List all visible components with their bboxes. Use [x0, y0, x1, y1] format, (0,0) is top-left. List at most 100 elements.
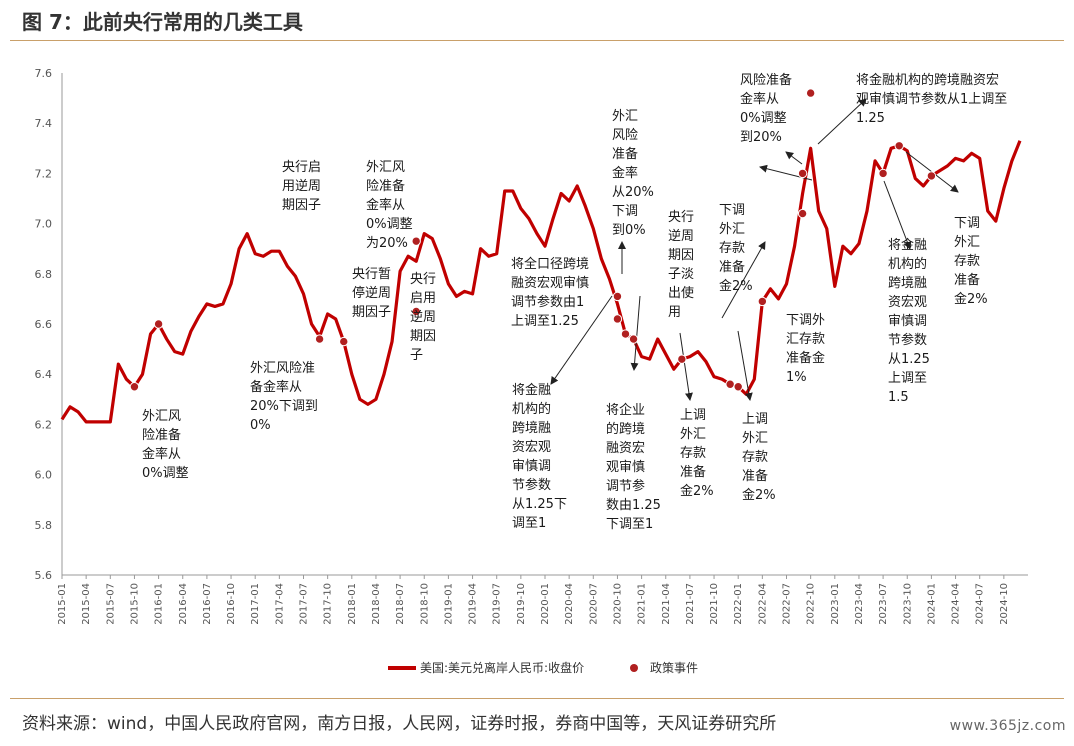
annotation-line: 险准备: [142, 427, 181, 443]
annotation-arrows: [550, 98, 959, 401]
annotation-line: 期因子: [282, 198, 321, 213]
x-tick-label: 2015-01: [57, 583, 68, 625]
event-marker: [733, 382, 743, 392]
annotation-arrow: [817, 98, 867, 145]
event-marker: [926, 171, 937, 181]
annotation-line: 1%: [786, 370, 807, 385]
x-tick-label: 2021-07: [685, 583, 696, 625]
x-tick-label: 2019-10: [516, 583, 527, 625]
event-marker: [878, 168, 888, 179]
annotation-line: 下调: [954, 216, 980, 231]
annotation-line: 审慎调: [512, 459, 551, 474]
x-tick-label: 2017-10: [323, 583, 334, 625]
x-tick-label: 2022-10: [806, 583, 817, 625]
annotation-line: 节参数: [512, 477, 551, 493]
series-line-usdcnh: [60, 140, 1022, 424]
annotation-line: 金2%: [954, 291, 988, 307]
annotation-line: 跨境融: [888, 276, 927, 291]
annotation-line: 子: [410, 348, 423, 363]
annotation-arrow: [737, 330, 753, 401]
annotation-line: 0%调整: [366, 217, 413, 232]
annotation-line: 停逆周: [352, 285, 391, 301]
annotation-line: 机构的: [888, 256, 927, 272]
x-tick-label: 2020-01: [540, 583, 551, 625]
legend-event-label: 政策事件: [650, 661, 698, 675]
annotation-line: 节参数: [888, 332, 927, 348]
annotation-line: 外汇风: [142, 409, 181, 424]
annotation-line: 资宏观: [512, 440, 551, 455]
annotation-arrow: [630, 295, 641, 371]
exchange-rate-chart: 5.6 5.8 6.0 6.2 6.4 6.6 6.8 7.0 7.2 7.4 7.6 2015-01…: [35, 67, 1028, 675]
x-tick-label: 2016-01: [154, 583, 165, 625]
annotation-arrow: [785, 151, 803, 165]
event-marker: [129, 382, 140, 392]
x-tick-label: 2021-04: [661, 583, 672, 625]
annotation-line: 数由1.25: [606, 498, 661, 513]
annotations: 外汇风险准备金率从0%调整央行启用逆周期因子外汇风险准备金率从20%下调到0%外…: [142, 72, 1007, 532]
event-marker: [805, 88, 816, 98]
annotation-line: 下调: [612, 204, 638, 219]
y-tick-label: 5.8: [35, 519, 53, 532]
annotation-line: 用逆周: [282, 178, 321, 194]
annotation-line: 存款: [680, 446, 706, 461]
annotation-line: 外汇风险准: [250, 361, 315, 376]
annotation-arrow: [883, 180, 912, 250]
x-tick-label: 2020-07: [588, 583, 599, 625]
annotation-line: 备金率从: [250, 379, 302, 395]
x-tick-label: 2023-04: [854, 583, 865, 625]
x-tick-label: 2018-01: [347, 583, 358, 625]
x-tick-label: 2024-04: [951, 583, 962, 625]
x-tick-label: 2015-10: [129, 583, 140, 625]
x-tick-label: 2021-01: [637, 583, 648, 625]
annotation-line: 融资宏: [606, 441, 645, 456]
annotation-line: 观审慎调节参数从1上调至: [856, 91, 1007, 107]
event-marker: [612, 291, 623, 302]
annotation-line: 金2%: [680, 483, 714, 499]
annotation-line: 上调至: [888, 371, 927, 386]
legend-marker-swatch: [630, 664, 638, 672]
annotation-line: 跨境融: [512, 421, 551, 436]
x-tick-label: 2024-01: [926, 583, 937, 625]
legend-series-label: 美国:美元兑离岸人民币:收盘价: [420, 660, 584, 675]
x-tick-label: 2020-04: [564, 583, 575, 625]
annotation-line: 险准备: [366, 178, 405, 194]
event-marker: [411, 236, 421, 246]
y-tick-label: 6.4: [35, 368, 53, 381]
annotation-line: 央行暂: [352, 267, 391, 282]
x-tick-label: 2018-04: [371, 583, 382, 625]
annotation-line: 20%下调到: [250, 399, 318, 414]
footer-divider: [10, 698, 1064, 699]
annotation-line: 金率从: [366, 197, 405, 213]
annotation-line: 融资宏观审慎: [511, 276, 589, 291]
y-tick-label: 7.6: [35, 67, 53, 80]
x-tick-label: 2016-07: [202, 583, 213, 625]
event-marker: [620, 329, 631, 339]
annotation-line: 存款: [742, 450, 768, 465]
annotation-line: 风险: [612, 128, 638, 143]
y-tick-label: 6.6: [35, 318, 53, 331]
annotation-arrow: [679, 332, 693, 401]
x-tick-label: 2015-07: [105, 583, 116, 625]
x-tick-label: 2023-01: [830, 583, 841, 625]
annotation-line: 风险准备: [740, 72, 792, 88]
title-divider: [10, 40, 1064, 41]
annotation-line: 审慎调: [888, 314, 927, 329]
y-tick-label: 7.0: [35, 218, 53, 231]
y-tick-label: 6.8: [35, 268, 53, 281]
x-tick-label: 2024-07: [975, 583, 986, 625]
annotation-line: 期因: [410, 329, 436, 344]
annotation-line: 1.5: [888, 390, 909, 405]
annotation-line: 准备金: [786, 350, 825, 366]
event-marker: [797, 168, 808, 179]
annotation-line: 外汇: [954, 235, 980, 250]
annotation-line: 启用: [410, 291, 436, 306]
annotation-line: 将金融: [512, 382, 551, 398]
x-tick-label: 2020-10: [612, 583, 623, 625]
annotation-line: 金率: [612, 165, 638, 181]
annotation-line: 出使: [668, 285, 694, 301]
annotation-line: 将全口径跨境: [511, 256, 589, 272]
annotation-line: 用: [668, 305, 681, 320]
annotation-line: 从1.25下: [512, 497, 567, 512]
annotation-line: 金率从: [142, 446, 181, 462]
annotation-line: 外汇: [742, 431, 768, 446]
